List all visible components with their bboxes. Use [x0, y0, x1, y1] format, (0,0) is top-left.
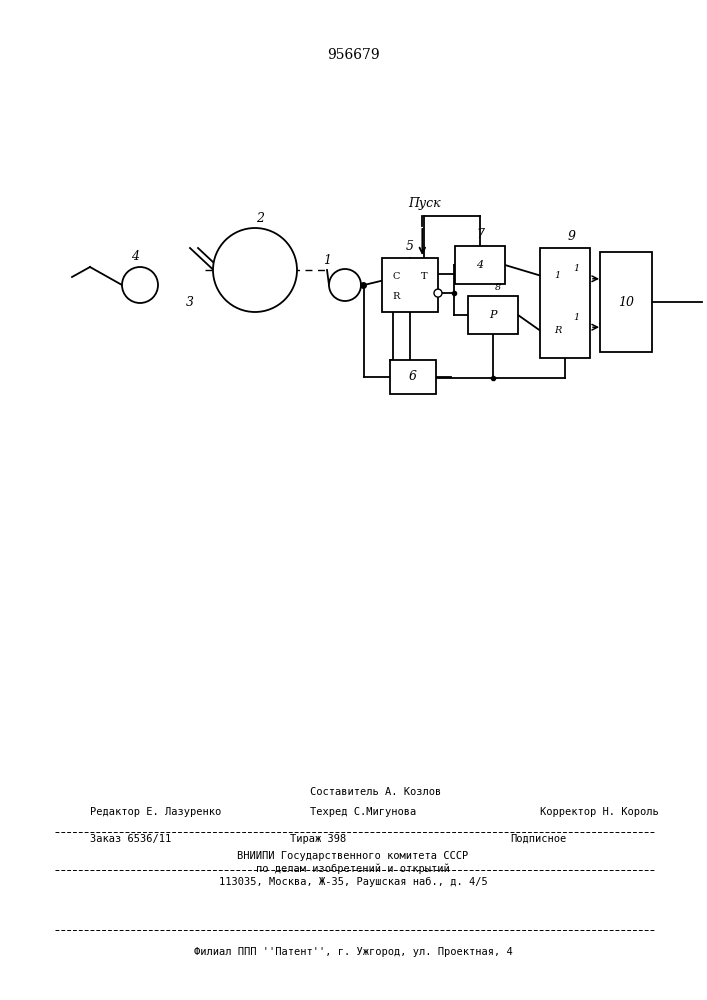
Text: Техред С.Мигунова: Техред С.Мигунова — [310, 807, 416, 817]
Text: Тираж 398: Тираж 398 — [290, 834, 346, 844]
Bar — [540, 248, 590, 358]
Text: 4: 4 — [131, 250, 139, 263]
Circle shape — [213, 228, 297, 312]
Text: 1: 1 — [323, 254, 331, 267]
Text: 9: 9 — [568, 230, 576, 242]
Text: ВНИИПИ Государственного комитета СССР: ВНИИПИ Государственного комитета СССР — [238, 851, 469, 861]
Text: Филиал ППП ''Патент'', г. Ужгород, ул. Проектная, 4: Филиал ППП ''Патент'', г. Ужгород, ул. П… — [194, 947, 513, 957]
Bar — [455, 246, 505, 284]
Text: 1: 1 — [573, 313, 579, 322]
Circle shape — [434, 289, 442, 297]
Text: 3: 3 — [186, 296, 194, 308]
Text: 1: 1 — [573, 264, 579, 273]
Circle shape — [122, 267, 158, 303]
Text: 956679: 956679 — [327, 48, 380, 62]
Text: С: С — [392, 272, 399, 281]
Text: 8: 8 — [495, 284, 501, 292]
Bar — [468, 296, 518, 334]
Text: Редактор Е. Лазуренко: Редактор Е. Лазуренко — [90, 807, 221, 817]
Bar — [390, 360, 436, 394]
Text: Заказ 6536/11: Заказ 6536/11 — [90, 834, 171, 844]
Text: Пуск: Пуск — [408, 198, 440, 211]
Text: 10: 10 — [618, 296, 634, 308]
Text: Р: Р — [489, 310, 497, 320]
Circle shape — [329, 269, 361, 301]
Text: 4: 4 — [477, 260, 484, 270]
Text: 7: 7 — [476, 228, 484, 240]
Text: Корректор Н. Король: Корректор Н. Король — [540, 807, 659, 817]
Text: 5: 5 — [406, 239, 414, 252]
Text: R: R — [554, 326, 561, 335]
Text: Т: Т — [421, 272, 427, 281]
Text: 6: 6 — [409, 370, 417, 383]
Text: 1: 1 — [554, 271, 561, 280]
Text: 2: 2 — [256, 212, 264, 225]
Text: 113035, Москва, Ж-35, Раушская наб., д. 4/5: 113035, Москва, Ж-35, Раушская наб., д. … — [218, 877, 487, 887]
Bar — [600, 252, 652, 352]
Text: R: R — [392, 292, 399, 301]
Bar — [382, 258, 438, 312]
Text: Подписное: Подписное — [510, 834, 566, 844]
Text: Составитель А. Козлов: Составитель А. Козлов — [310, 787, 441, 797]
Text: по делам изобретений и открытий: по делам изобретений и открытий — [256, 864, 450, 874]
